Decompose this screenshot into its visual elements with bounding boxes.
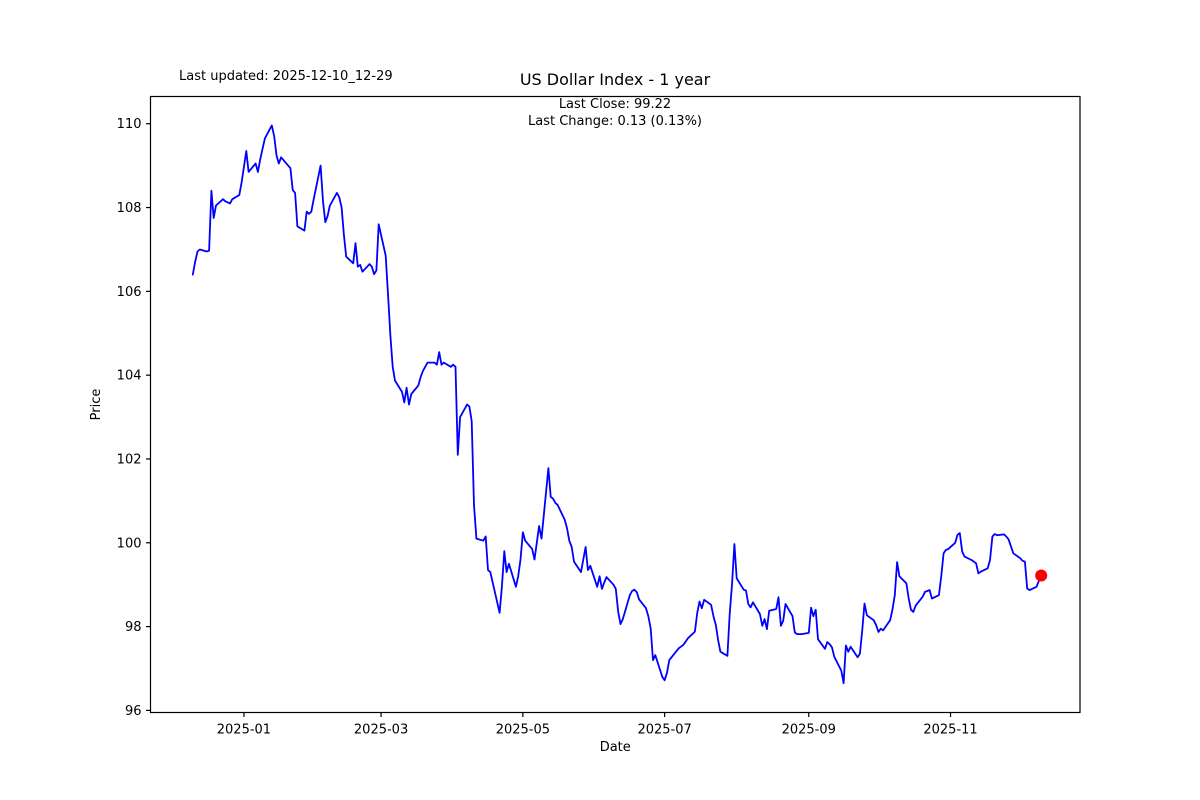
last-updated-text: Last updated: 2025-12-10_12-29 [179, 69, 393, 84]
last-change-annotation: Last Change: 0.13 (0.13%) [527, 113, 702, 129]
x-axis-label: Date [600, 740, 631, 755]
x-tick-label: 2025-05 [496, 723, 550, 738]
y-tick-label: 98 [125, 620, 142, 635]
x-tick-label: 2025-03 [354, 723, 408, 738]
y-tick-label: 110 [117, 117, 142, 132]
x-tick-label: 2025-11 [923, 723, 977, 738]
x-tick-label: 2025-09 [782, 723, 836, 738]
y-tick-label: 100 [117, 536, 142, 551]
x-tick-label: 2025-07 [637, 723, 691, 738]
chart-subtitle: Last Close: 99.22 Last Change: 0.13 (0.1… [150, 97, 1080, 130]
y-tick-label: 96 [125, 704, 142, 719]
y-tick-label: 106 [117, 285, 142, 300]
last-close-marker [1035, 569, 1048, 582]
y-tick-label: 108 [117, 201, 142, 216]
price-line [191, 124, 1043, 685]
axes-frame [149, 95, 1081, 714]
chart-title: US Dollar Index - 1 year [519, 70, 711, 89]
x-tick-label: 2025-01 [217, 723, 271, 738]
y-tick-label: 102 [117, 452, 142, 467]
y-tick-label: 104 [117, 369, 142, 384]
y-axis-label: Price [89, 389, 104, 421]
last-close-annotation: Last Close: 99.22 [558, 97, 672, 112]
